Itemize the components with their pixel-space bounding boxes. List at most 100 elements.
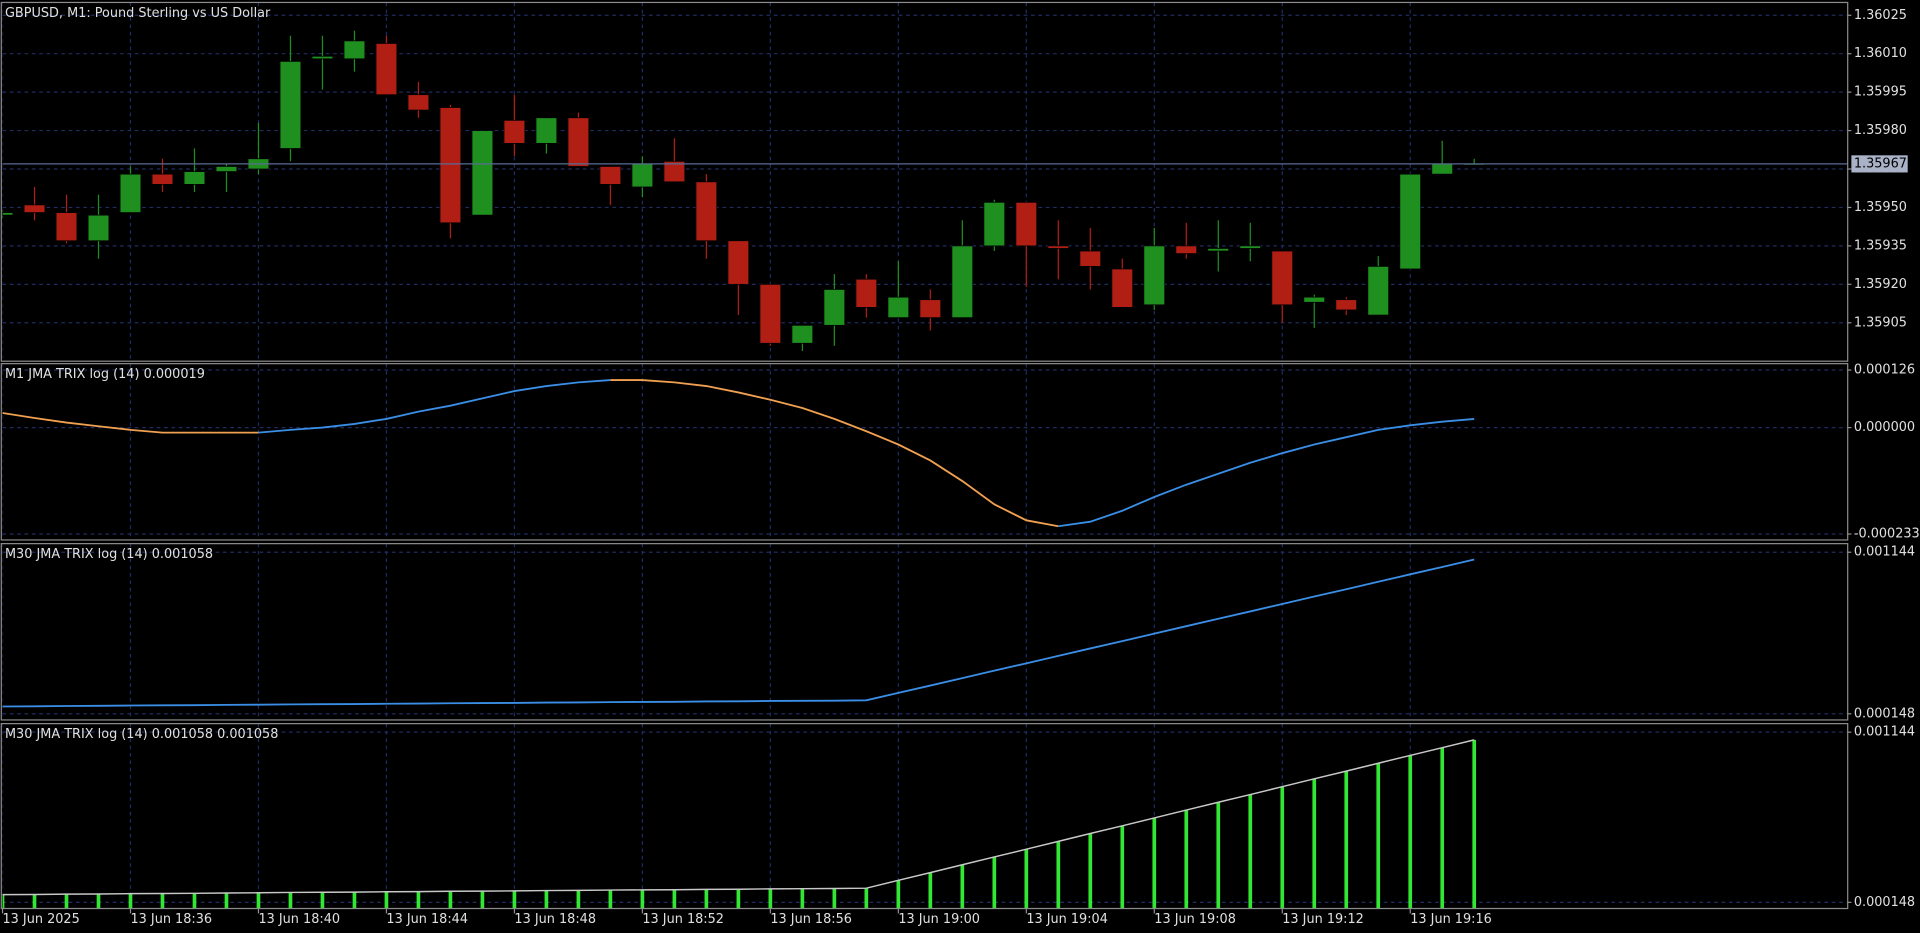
candle-body (375, 43, 398, 96)
bar (544, 890, 549, 909)
bar (1408, 755, 1413, 909)
candle-body (695, 181, 718, 242)
candle-body (727, 240, 750, 285)
bar (704, 889, 709, 909)
bar (896, 880, 901, 909)
bar (1312, 778, 1317, 909)
bar (1056, 841, 1061, 909)
candle-body (1399, 173, 1422, 270)
bar-top-line (2, 739, 1475, 896)
candle-body (343, 40, 366, 60)
x-tick-label: 13 Jun 19:12 (1282, 912, 1364, 927)
bar (384, 891, 389, 909)
candle-body (567, 117, 590, 167)
y-tick-label: 1.35920 (1854, 277, 1907, 292)
bar (32, 894, 37, 909)
y-tick-label: 0.000148 (1854, 895, 1915, 910)
candle-body (1047, 245, 1070, 249)
y-tick-label: 0.001144 (1854, 725, 1915, 740)
bar (96, 893, 101, 909)
bar (1120, 825, 1125, 909)
candle-body (151, 173, 174, 185)
candle-body (919, 299, 942, 319)
bar (64, 894, 69, 909)
pane-title: GBPUSD, M1: Pound Sterling vs US Dollar (5, 6, 271, 21)
pane-border (0, 543, 1849, 721)
y-tick-label: 1.35950 (1854, 200, 1907, 215)
candle-body (1111, 268, 1134, 308)
bar (128, 893, 133, 909)
bar (160, 893, 165, 909)
y-tick-label: 1.36010 (1854, 46, 1907, 61)
x-tick-label: 13 Jun 18:48 (514, 912, 596, 927)
candle-body (663, 160, 686, 183)
last-price-box (1851, 155, 1908, 173)
bar (480, 891, 485, 909)
pane-title: M30 JMA TRIX log (14) 0.001058 (5, 547, 213, 562)
candle-body (1431, 163, 1454, 175)
pane-border (0, 1, 1849, 362)
candle-body (279, 61, 302, 149)
x-tick-label: 13 Jun 19:04 (1026, 912, 1108, 927)
candle-body (951, 245, 974, 319)
bar (672, 889, 677, 909)
candle-body (23, 204, 46, 213)
bar (1280, 786, 1285, 909)
candle-body (407, 94, 430, 111)
bar (992, 856, 997, 909)
candle-body (55, 212, 78, 242)
pane-border (0, 723, 1849, 910)
y-tick-label: 1.35935 (1854, 238, 1907, 253)
bar (512, 890, 517, 909)
candle-body (983, 201, 1006, 247)
x-tick-label: 13 Jun 19:08 (1154, 912, 1236, 927)
bar (352, 892, 357, 909)
bar (864, 888, 869, 909)
bar (1088, 833, 1093, 909)
bar (448, 891, 453, 909)
bar (736, 889, 741, 909)
candle-body (87, 214, 110, 242)
bar (2, 894, 5, 909)
x-tick-label: 13 Jun 18:40 (258, 912, 340, 927)
last-price-label: 1.35967 (1854, 156, 1907, 171)
candle-body (1015, 201, 1038, 247)
y-tick-label: 1.36025 (1854, 8, 1907, 23)
x-tick-label: 13 Jun 18:36 (130, 912, 212, 927)
x-tick-label: 13 Jun 19:00 (898, 912, 980, 927)
bar (768, 888, 773, 909)
candle-body (631, 163, 654, 188)
bar (1440, 747, 1445, 909)
bar (1024, 849, 1029, 909)
bar (608, 890, 613, 909)
bar (1472, 739, 1477, 909)
candle-body (215, 166, 238, 172)
candle-body (535, 117, 558, 144)
candle-body (1239, 245, 1262, 249)
y-tick-label: 1.35995 (1854, 85, 1907, 100)
x-tick-label: 13 Jun 18:56 (770, 912, 852, 927)
y-tick-label: 0.000126 (1854, 363, 1915, 378)
candle-body (791, 324, 814, 344)
x-tick-label: 13 Jun 2025 (3, 912, 80, 927)
pane (2, 543, 1848, 720)
candle-body (887, 296, 910, 319)
candle-body (1207, 248, 1230, 252)
bar (576, 890, 581, 909)
candle-body (1271, 250, 1294, 306)
pane (2, 2, 1848, 362)
candle-body (823, 289, 846, 326)
bar (1216, 802, 1221, 909)
bar (224, 892, 229, 909)
bar (928, 872, 933, 909)
bar (832, 888, 837, 909)
candle-body (439, 107, 462, 224)
bar (256, 892, 261, 909)
candle-body (2, 212, 14, 216)
bar (288, 892, 293, 909)
bar (192, 893, 197, 909)
bar (640, 889, 645, 909)
x-tick-label: 13 Jun 19:16 (1410, 912, 1492, 927)
